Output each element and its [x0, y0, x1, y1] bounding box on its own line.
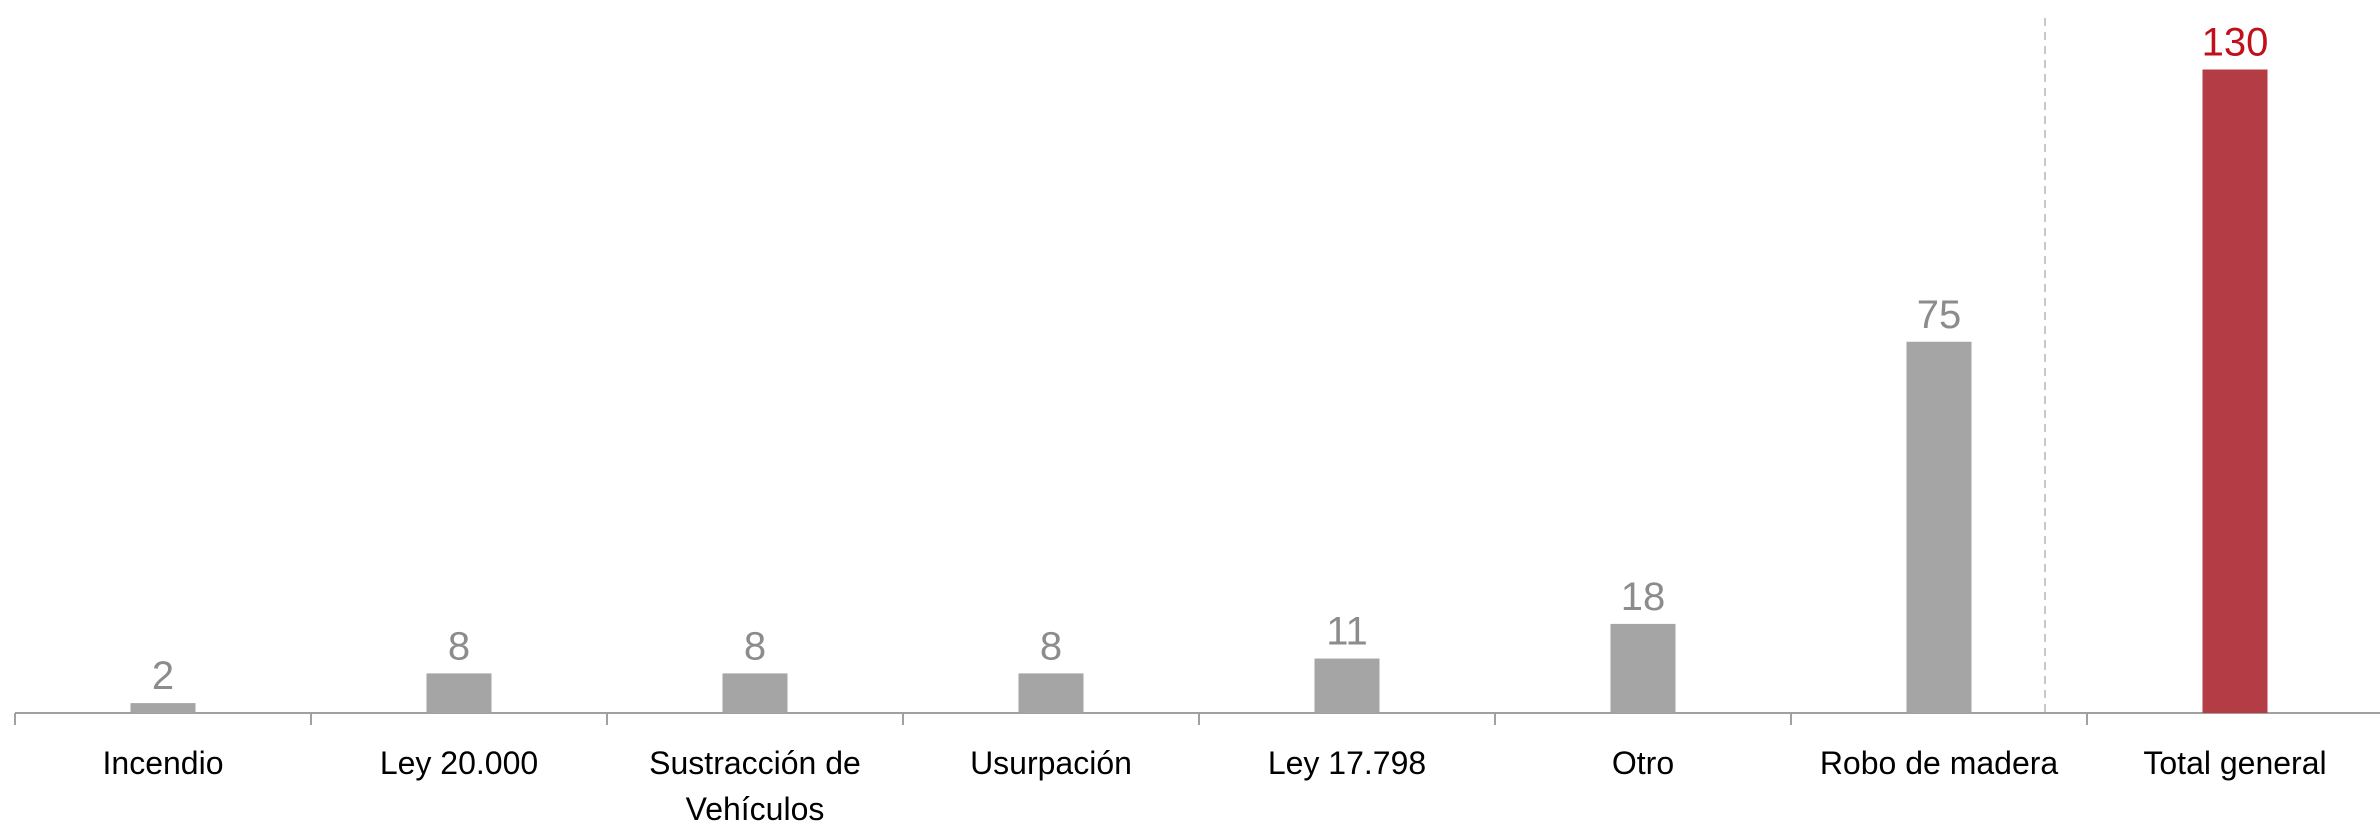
value-label: 11	[1326, 610, 1368, 654]
bar	[2202, 69, 2268, 713]
bar	[1018, 673, 1084, 713]
bar	[1314, 658, 1380, 713]
value-label: 130	[2202, 21, 2269, 65]
bar	[1906, 341, 1972, 713]
value-label: 75	[1917, 293, 1962, 337]
bar	[722, 673, 788, 713]
value-label: 8	[448, 624, 470, 668]
bar	[130, 703, 196, 713]
x-tick-label: Otro	[1611, 745, 1675, 781]
x-tick-label: Total general	[2143, 745, 2327, 781]
bar	[426, 673, 492, 713]
value-label: 8	[744, 624, 766, 668]
x-tick-label: Sustracción de Vehículos	[649, 745, 861, 827]
x-tick-label: Ley 20.000	[379, 745, 539, 781]
x-tick-label: Usurpación	[970, 745, 1132, 781]
bar	[1610, 623, 1676, 713]
x-tick-label: Ley 17.798	[1267, 745, 1427, 781]
value-label: 8	[1040, 624, 1062, 668]
value-label: 2	[152, 654, 174, 698]
x-tick-label: Incendio	[102, 745, 224, 781]
x-tick-label: Robo de madera	[1819, 745, 2059, 781]
value-label: 18	[1621, 575, 1666, 619]
